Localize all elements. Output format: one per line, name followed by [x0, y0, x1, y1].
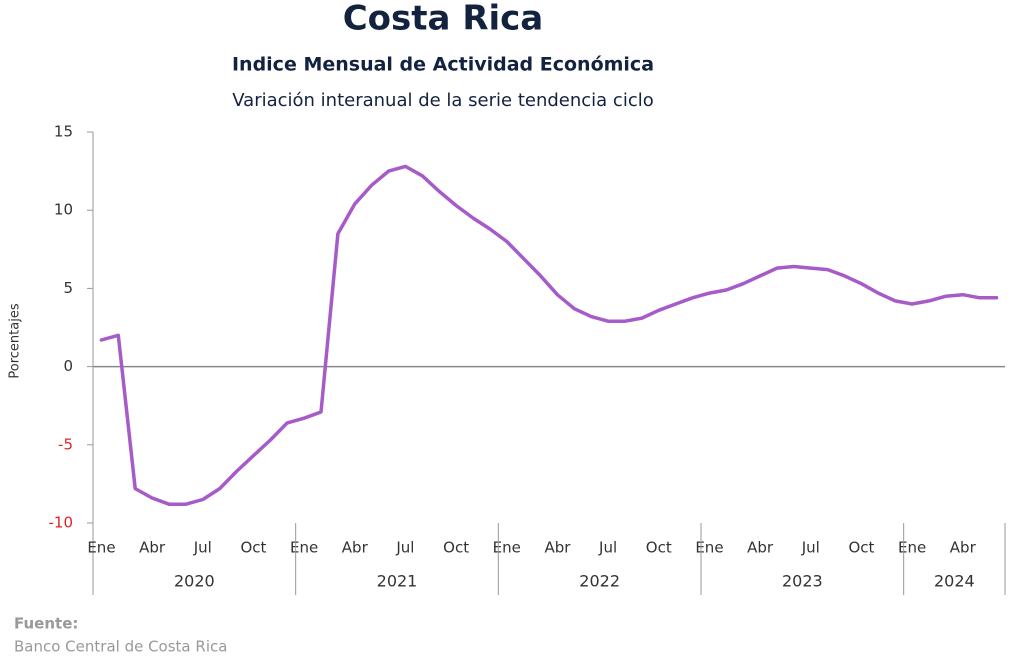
x-tick-label: Ene [87, 539, 115, 557]
x-tick-label: Abr [544, 539, 571, 557]
x-tick-label: Jul [193, 539, 212, 557]
y-tick-label: 10 [54, 201, 73, 219]
x-tick-label: Ene [493, 539, 521, 557]
y-tick-label: -10 [49, 514, 74, 532]
x-tick-label: Jul [801, 539, 820, 557]
x-tick-label: Oct [443, 539, 469, 557]
x-tick-label: Ene [695, 539, 723, 557]
year-label: 2022 [579, 572, 620, 591]
chart-subtitle-2: Variación interanual de la serie tendenc… [232, 90, 654, 111]
year-label: 2020 [174, 572, 215, 591]
x-tick-label: Oct [646, 539, 672, 557]
source: Banco Central de Costa Rica [14, 638, 227, 656]
year-label: 2024 [934, 572, 975, 591]
y-tick-label: -5 [58, 435, 73, 453]
x-tick-label: Ene [290, 539, 318, 557]
data-line [99, 164, 999, 506]
chart-title: Costa Rica [343, 0, 544, 39]
x-tick-label: Jul [598, 539, 617, 557]
y-tick-label: 0 [63, 357, 73, 375]
x-tick-label: Oct [848, 539, 874, 557]
x-tick-label: Abr [747, 539, 774, 557]
x-tick-label: Jul [395, 539, 414, 557]
y-tick-label: 5 [63, 279, 73, 297]
year-label: 2021 [377, 572, 418, 591]
year-label: 2023 [782, 572, 823, 591]
y-axis-label: Porcentajes [8, 303, 23, 378]
y-tick-label: 15 [54, 123, 73, 141]
chart-subtitle: Indice Mensual de Actividad Económica [232, 54, 654, 76]
x-tick-label: Abr [139, 539, 166, 557]
x-tick-label: Ene [898, 539, 926, 557]
x-tick-label: Oct [240, 539, 266, 557]
x-tick-label: Abr [342, 539, 369, 557]
x-tick-label: Abr [950, 539, 977, 557]
source-label: Fuente: [14, 615, 78, 633]
